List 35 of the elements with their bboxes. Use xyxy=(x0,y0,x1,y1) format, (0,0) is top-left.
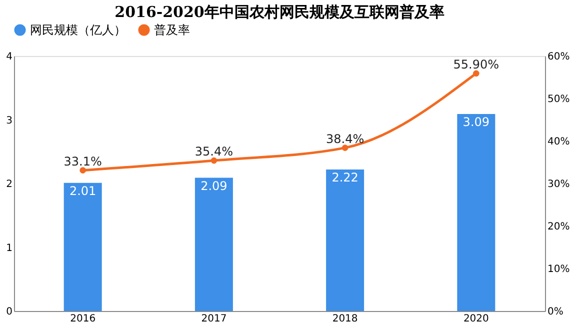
y2-tick-label: 0% xyxy=(548,306,564,318)
data-label: 2.01 xyxy=(69,184,96,198)
point xyxy=(342,144,348,151)
bar xyxy=(457,114,496,311)
data-label: 55.90% xyxy=(453,57,500,72)
y-tick-label: 2 xyxy=(6,179,12,190)
data-label: 3.09 xyxy=(462,115,490,130)
y2-tick-label: 10% xyxy=(548,264,570,275)
point xyxy=(473,70,480,77)
data-label: 38.4% xyxy=(326,132,364,146)
y2-tick-label: 60% xyxy=(548,52,570,62)
bar xyxy=(64,182,102,311)
x-tick-label: 2018 xyxy=(332,314,358,324)
y2-tick-label: 30% xyxy=(548,179,570,190)
x-tick-label: 2020 xyxy=(463,314,489,324)
legend-label: 普及率 xyxy=(154,23,190,37)
point xyxy=(80,167,86,174)
y-tick-label: 4 xyxy=(6,52,12,62)
point xyxy=(210,157,218,164)
y-tick-label: 1 xyxy=(6,242,12,254)
chart-title: 2016-2020年中国农村网民规模及互联网普及率 xyxy=(114,3,444,21)
x-tick-label: 2017 xyxy=(201,314,227,324)
y-tick-label: 0 xyxy=(6,306,12,318)
data-label: 2.22 xyxy=(332,170,358,184)
y2-tick-label: 50% xyxy=(548,94,570,105)
data-label: 35.4% xyxy=(194,144,234,159)
bar xyxy=(326,169,364,311)
data-label: 2.09 xyxy=(200,178,228,193)
bar xyxy=(194,178,233,311)
y-tick-label: 3 xyxy=(6,115,12,126)
x-tick-label: 2016 xyxy=(70,314,96,324)
y2-tick-label: 20% xyxy=(548,222,570,232)
data-label: 33.1% xyxy=(64,154,102,168)
y2-tick-label: 40% xyxy=(548,136,570,148)
legend-label: 网民规模（亿人） xyxy=(30,23,126,37)
